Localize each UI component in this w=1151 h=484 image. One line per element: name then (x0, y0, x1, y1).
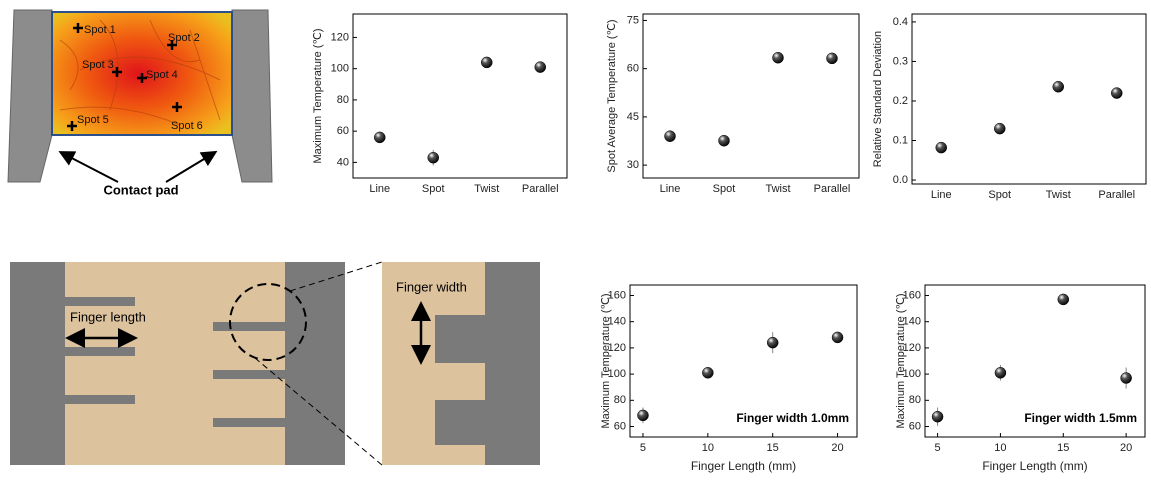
point (1053, 81, 1064, 92)
y-tick-label: 60 (614, 420, 626, 432)
x-tick-label: Parallel (1098, 189, 1135, 201)
x-axis-label: Finger Length (mm) (982, 459, 1087, 473)
point (374, 132, 385, 143)
inset-finger (435, 315, 485, 363)
y-tick-label: 0.1 (893, 134, 908, 146)
x-tick-label: Twist (1046, 189, 1071, 201)
inset-electrode (485, 262, 540, 465)
point (827, 53, 838, 64)
y-tick-label: 80 (337, 94, 349, 106)
pad-left (8, 10, 52, 182)
y-axis-label: Maximum Temperature (℃) (895, 293, 907, 428)
y-tick-label: 60 (627, 63, 639, 75)
x-tick-label: Line (660, 183, 681, 195)
x-tick-label: 5 (935, 442, 941, 454)
plot-frame (643, 14, 859, 178)
point (773, 52, 784, 63)
x-tick-label: Twist (474, 183, 499, 195)
spot-label: Spot 1 (84, 24, 116, 36)
x-axis-label: Finger Length (mm) (691, 459, 796, 473)
point (1111, 88, 1122, 99)
figure: Spot 1 Spot 2 Spot 3 Spot 4 Spot 5 Spot … (0, 0, 1151, 484)
point (932, 411, 943, 422)
y-tick-label: 80 (909, 394, 921, 406)
pad-right (232, 10, 272, 182)
plot-frame (912, 14, 1146, 184)
finger-diagram: Finger length Finger width (10, 262, 540, 465)
arrow (62, 153, 118, 182)
spot-label: Spot 2 (168, 32, 200, 44)
annotation: Finger width 1.0mm (736, 411, 849, 425)
x-tick-label: Line (931, 189, 952, 201)
x-tick-label: 5 (640, 442, 646, 454)
point (719, 135, 730, 146)
spot-label: Spot 4 (146, 69, 178, 81)
annotation: Finger width 1.5mm (1024, 411, 1137, 425)
x-tick-label: 10 (994, 442, 1006, 454)
y-tick-label: 60 (337, 125, 349, 137)
y-tick-label: 60 (909, 420, 921, 432)
y-tick-label: 0.0 (893, 174, 908, 186)
point (637, 410, 648, 421)
point (535, 62, 546, 73)
arrow (166, 153, 214, 182)
y-tick-label: 100 (331, 63, 349, 75)
spot-label: Spot 3 (82, 59, 114, 71)
point (936, 142, 947, 153)
spot-label: Spot 6 (171, 120, 203, 132)
y-axis-label: Spot Average Temperature (℃) (606, 19, 618, 172)
y-axis-label: Maximum Temperature (℃) (600, 293, 612, 428)
x-tick-label: 20 (1120, 442, 1132, 454)
point (481, 57, 492, 68)
caption: Contact pad (103, 182, 178, 197)
y-tick-label: 0.4 (893, 16, 908, 28)
point (767, 337, 778, 348)
x-tick-label: Spot (422, 183, 445, 195)
length-label: Finger length (70, 309, 146, 324)
y-tick-label: 30 (627, 159, 639, 171)
spot-label: Spot 5 (77, 114, 109, 126)
point (994, 123, 1005, 134)
y-tick-label: 80 (614, 394, 626, 406)
point (428, 152, 439, 163)
x-tick-label: 10 (702, 442, 714, 454)
point (702, 367, 713, 378)
x-tick-label: Parallel (522, 183, 559, 195)
y-tick-label: 0.2 (893, 95, 908, 107)
y-axis-label: Relative Standard Deviation (872, 31, 884, 167)
point (832, 332, 843, 343)
y-axis-label: Maximum Temperature (℃) (312, 28, 324, 163)
x-tick-label: 20 (831, 442, 843, 454)
electrode (10, 262, 65, 465)
x-tick-label: Line (369, 183, 390, 195)
point (665, 131, 676, 142)
x-tick-label: Twist (765, 183, 790, 195)
y-tick-label: 40 (337, 156, 349, 168)
point (1121, 373, 1132, 384)
plot-frame (353, 14, 567, 178)
point (995, 367, 1006, 378)
substrate (65, 262, 285, 465)
y-tick-label: 45 (627, 111, 639, 123)
y-tick-label: 0.3 (893, 55, 908, 67)
y-tick-label: 75 (627, 14, 639, 26)
x-tick-label: 15 (1057, 442, 1069, 454)
electrode (285, 262, 345, 465)
width-label: Finger width (396, 279, 467, 294)
x-tick-label: Spot (713, 183, 736, 195)
heat-diagram: Spot 1 Spot 2 Spot 3 Spot 4 Spot 5 Spot … (8, 10, 272, 197)
x-tick-label: Spot (988, 189, 1011, 201)
point (1058, 294, 1069, 305)
x-tick-label: 15 (767, 442, 779, 454)
y-tick-label: 120 (331, 31, 349, 43)
x-tick-label: Parallel (814, 183, 851, 195)
inset-finger (435, 400, 485, 445)
